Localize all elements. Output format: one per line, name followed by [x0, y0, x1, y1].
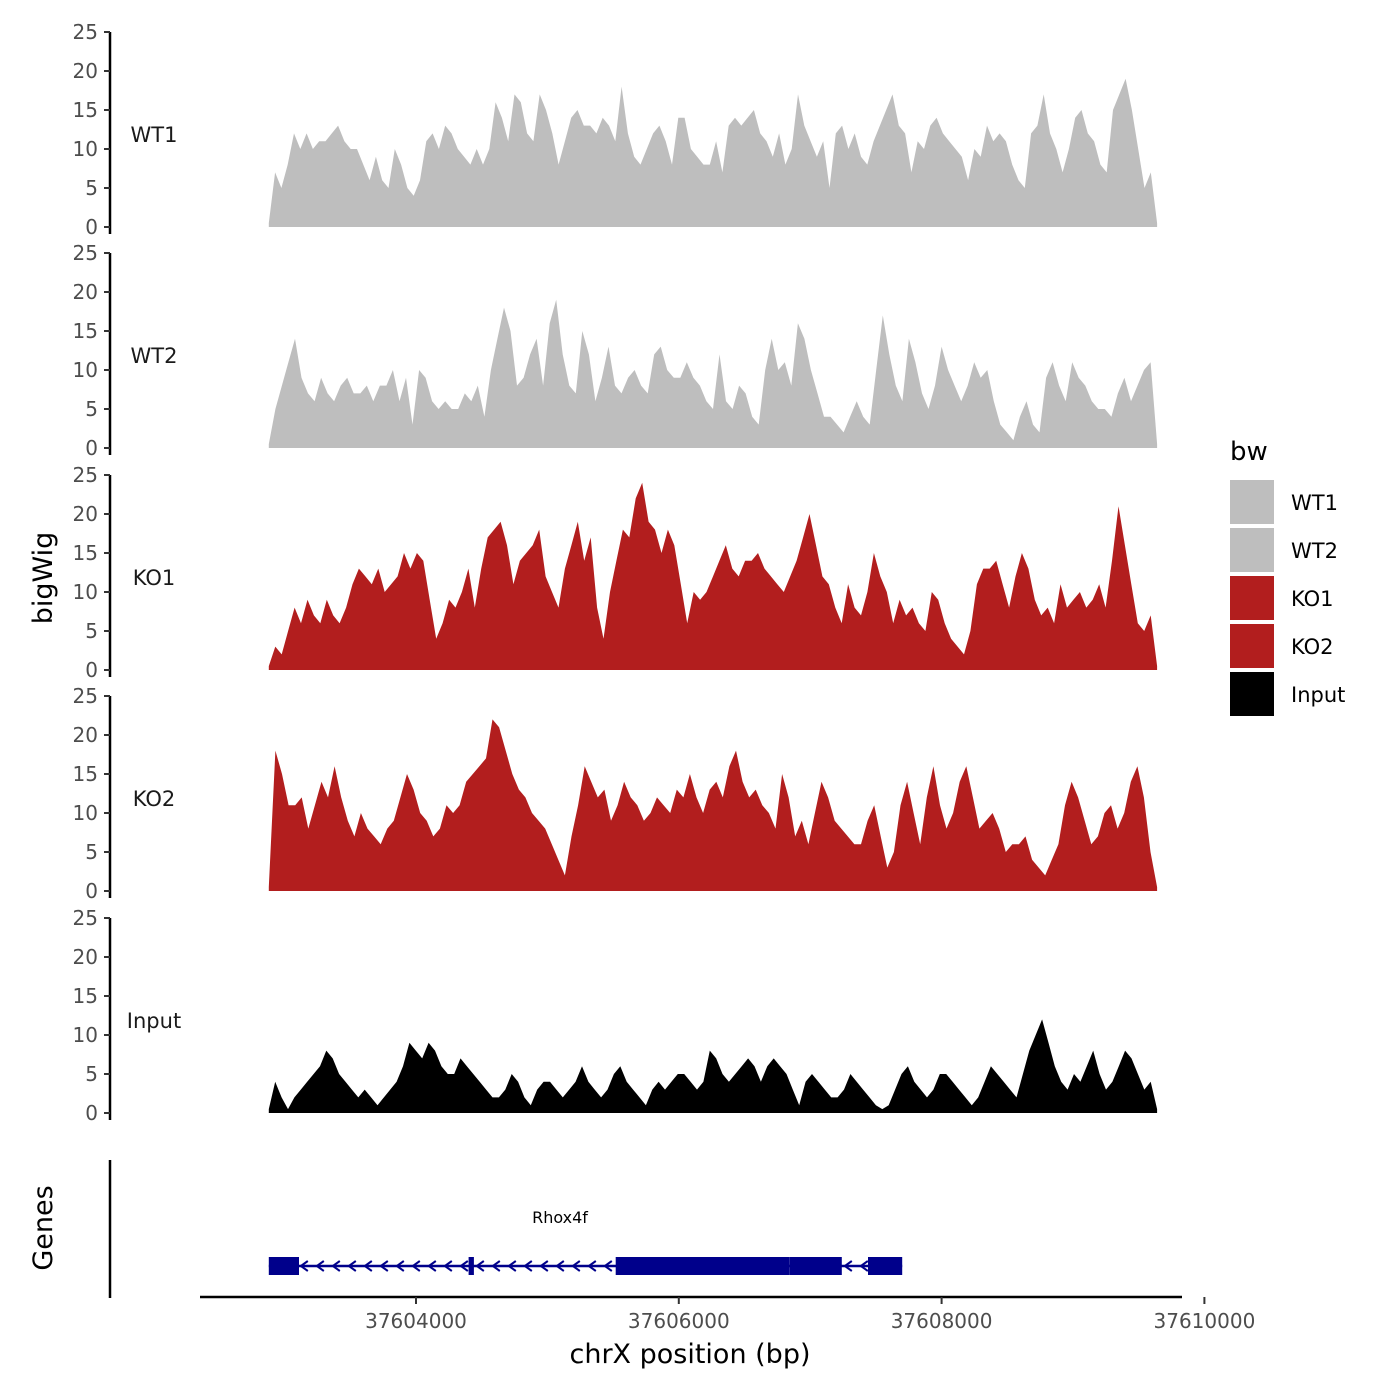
- y-tick-label: 5: [85, 619, 98, 643]
- x-axis: 37604000 37606000 37608000 37610000: [200, 1295, 1256, 1333]
- y-tick-label: 20: [73, 59, 98, 83]
- legend-swatch-wt2: [1230, 528, 1274, 572]
- y-tick-label: 25: [73, 906, 98, 930]
- coverage-area-ko2: [268, 719, 1158, 891]
- y-tick-label: 25: [73, 241, 98, 265]
- y-tick-label: 0: [85, 436, 98, 460]
- y-tick-label: 10: [73, 1023, 98, 1047]
- strand-arrow: [315, 1260, 325, 1272]
- legend: WT1 WT2 KO1 KO2 Input: [1230, 480, 1345, 716]
- y-tick-label: 10: [73, 137, 98, 161]
- y-tick-label: 15: [73, 319, 98, 343]
- x-tick-label: 37606000: [628, 1309, 730, 1333]
- track-wt1: 0 5 10 15 20 25 WT1: [73, 20, 1158, 239]
- y-tick-label: 5: [85, 397, 98, 421]
- track-label: KO1: [133, 566, 176, 590]
- genes-axis-title: Genes: [28, 1185, 59, 1270]
- strand-arrow: [843, 1260, 853, 1272]
- strand-arrow: [507, 1260, 517, 1272]
- exon-5: [868, 1257, 903, 1275]
- strand-arrow: [571, 1260, 581, 1272]
- track-label: KO2: [133, 787, 176, 811]
- strand-arrow: [347, 1260, 357, 1272]
- strand-arrow: [587, 1260, 597, 1272]
- y-tick-label: 0: [85, 879, 98, 903]
- y-tick-label: 20: [73, 723, 98, 747]
- y-tick-label: 15: [73, 98, 98, 122]
- legend-swatch-ko2: [1230, 624, 1274, 668]
- x-tick-label: 37610000: [1154, 1309, 1256, 1333]
- strand-arrow: [603, 1260, 613, 1272]
- y-tick-label: 20: [73, 502, 98, 526]
- y-tick-label: 10: [73, 580, 98, 604]
- strand-arrow: [395, 1260, 405, 1272]
- legend-label-input: Input: [1291, 683, 1345, 707]
- x-tick-label: 37604000: [365, 1309, 467, 1333]
- coverage-area-wt1: [268, 78, 1158, 227]
- legend-swatch-input: [1230, 672, 1274, 716]
- strand-arrow: [523, 1260, 533, 1272]
- strand-arrow: [379, 1260, 389, 1272]
- legend-title: bw: [1230, 437, 1268, 467]
- strand-arrow: [539, 1260, 549, 1272]
- strand-arrow: [475, 1260, 485, 1272]
- strand-arrow: [459, 1260, 469, 1272]
- track-ko2: 0 5 10 15 20 25 KO2: [73, 684, 1158, 903]
- exon-2: [468, 1257, 474, 1275]
- coverage-area-wt2: [268, 299, 1158, 448]
- tracks: 0510152025WT10510152025WT20510152025KO10…: [73, 20, 1158, 1125]
- y-tick-label: 5: [85, 1062, 98, 1086]
- strand-arrow: [443, 1260, 453, 1272]
- strand-arrow: [555, 1260, 565, 1272]
- y-tick-label: 10: [73, 358, 98, 382]
- track-ko1: 0 5 10 15 20 25 KO1: [73, 463, 1158, 682]
- y-tick-label: 0: [85, 1101, 98, 1125]
- legend-label-ko1: KO1: [1291, 587, 1334, 611]
- coverage-area-input: [268, 1019, 1158, 1113]
- y-axis-title: bigWig: [28, 532, 59, 625]
- coverage-area-ko1: [268, 482, 1158, 670]
- x-axis-title: chrX position (bp): [569, 1339, 810, 1370]
- legend-label-ko2: KO2: [1291, 635, 1334, 659]
- strand-arrow: [331, 1260, 341, 1272]
- y-tick-label: 25: [73, 20, 98, 44]
- y-tick-label: 25: [73, 684, 98, 708]
- y-tick-label: 0: [85, 658, 98, 682]
- y-tick-label: 20: [73, 945, 98, 969]
- legend-swatch-ko1: [1230, 576, 1274, 620]
- track-input: 0 5 10 15 20 25 Input: [73, 906, 1158, 1125]
- track-wt2: 0 5 10 15 20 25 WT2: [73, 241, 1158, 460]
- y-tick-label: 20: [73, 280, 98, 304]
- gene-name-label: Rhox4f: [532, 1208, 588, 1227]
- y-tick-label: 25: [73, 463, 98, 487]
- strand-arrow: [427, 1260, 437, 1272]
- y-tick-label: 15: [73, 541, 98, 565]
- y-tick-label: 15: [73, 762, 98, 786]
- track-label: Input: [127, 1009, 181, 1033]
- y-tick-label: 5: [85, 840, 98, 864]
- x-tick-label: 37608000: [891, 1309, 993, 1333]
- legend-label-wt1: WT1: [1291, 491, 1338, 515]
- exon-1: [268, 1257, 299, 1275]
- exon-3: [615, 1257, 790, 1275]
- legend-swatch-wt1: [1230, 480, 1274, 524]
- strand-arrow: [299, 1260, 309, 1272]
- strand-arrow: [411, 1260, 421, 1272]
- legend-label-wt2: WT2: [1291, 539, 1338, 563]
- strand-arrow: [491, 1260, 501, 1272]
- gene-panel: Rhox4f: [108, 1160, 903, 1298]
- track-label: WT1: [131, 123, 178, 147]
- y-tick-label: 15: [73, 984, 98, 1008]
- strand-arrow: [363, 1260, 373, 1272]
- strand-arrow: [859, 1260, 869, 1272]
- exon-4: [789, 1257, 842, 1275]
- y-tick-label: 10: [73, 801, 98, 825]
- track-label: WT2: [131, 344, 178, 368]
- y-tick-label: 5: [85, 176, 98, 200]
- y-tick-label: 0: [85, 215, 98, 239]
